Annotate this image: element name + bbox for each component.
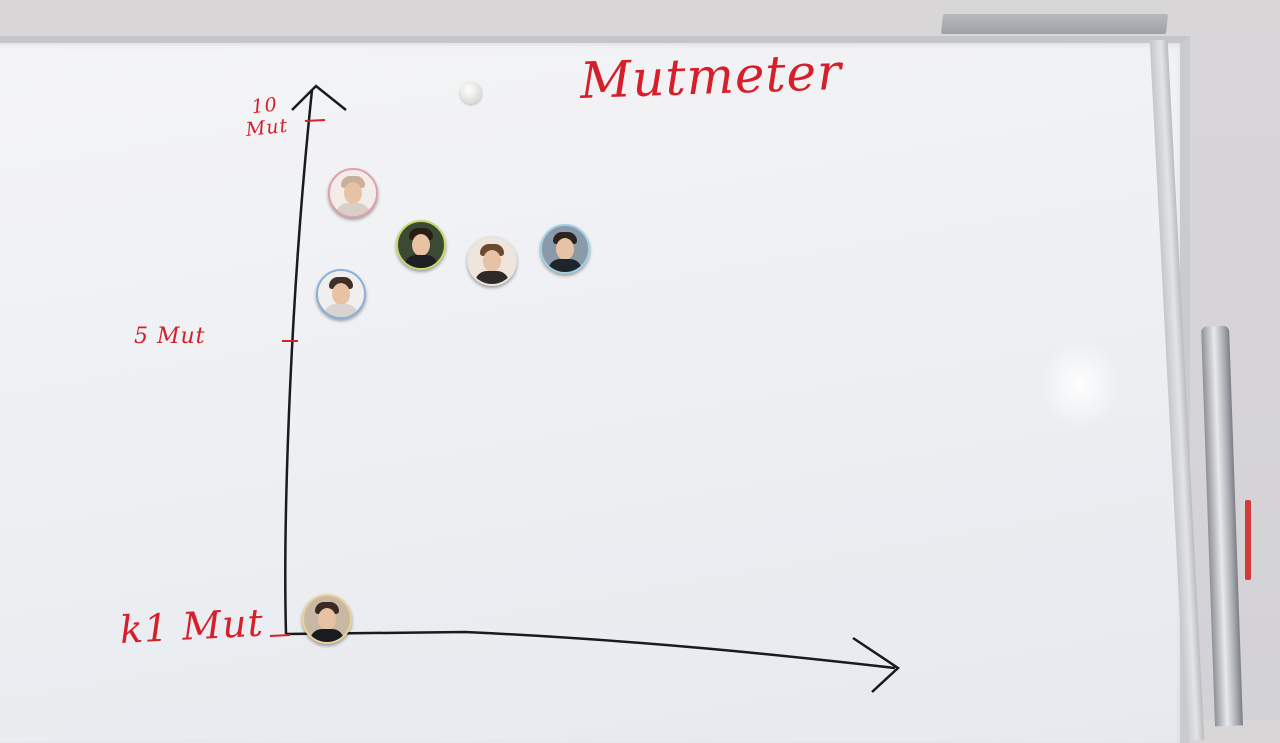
avatar-face (344, 182, 362, 204)
avatar-person-1 (328, 168, 378, 218)
light-glare (1040, 340, 1120, 430)
axes-drawing (269, 84, 901, 693)
x-axis-line (285, 630, 896, 670)
avatar-shirt (475, 271, 509, 284)
tick-1 (269, 634, 291, 637)
axis-label-10: 10 Mut (234, 92, 298, 142)
avatar-face (332, 283, 350, 305)
avatar-shirt (324, 304, 358, 317)
axis-label-5: 5 Mut (134, 324, 206, 349)
plain-magnet (460, 82, 482, 104)
avatar-person-2 (396, 220, 446, 270)
x-axis-arrowhead (852, 636, 901, 693)
y-axis-line (284, 89, 314, 635)
avatar-person-6 (302, 594, 352, 644)
avatar-face (318, 608, 336, 630)
avatar-face (412, 234, 430, 256)
avatar-person-3 (467, 236, 517, 286)
avatar-shirt (310, 629, 344, 642)
avatar-person-5 (316, 269, 366, 319)
board-title: Mutmeter (578, 42, 843, 110)
whiteboard (0, 36, 1190, 743)
avatar-person-4 (540, 224, 590, 274)
avatar-face (483, 250, 501, 272)
avatar-shirt (548, 259, 582, 272)
axis-label-1: k1 Mut (118, 600, 265, 652)
tick-10 (304, 119, 326, 122)
marker-cap (1245, 500, 1251, 580)
avatar-shirt (404, 255, 438, 268)
avatar-shirt (336, 203, 370, 216)
y-axis-arrowhead (291, 84, 347, 111)
avatar-face (556, 238, 574, 260)
